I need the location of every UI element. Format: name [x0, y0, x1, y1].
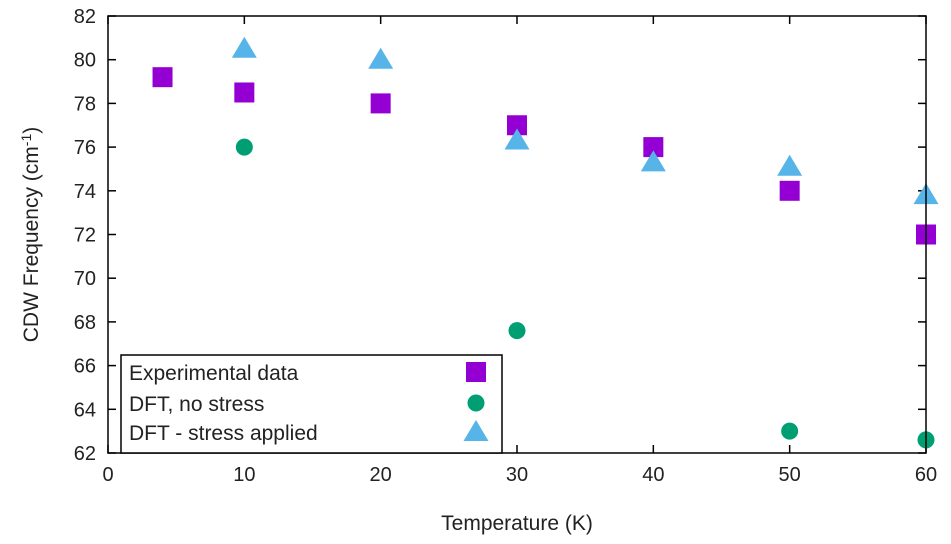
legend-item: DFT, no stress	[129, 393, 485, 416]
y-tick-label: 74	[74, 181, 96, 203]
series-circle-points	[235, 138, 935, 449]
legend-marker-square	[466, 362, 486, 382]
data-point-circle	[508, 322, 526, 340]
data-point-square	[643, 137, 664, 158]
y-axis-title: CDW Frequency (cm-1)	[18, 127, 43, 342]
legend: Experimental data DFT, no stress DFT - str…	[120, 354, 503, 454]
data-point-circle	[235, 138, 253, 156]
x-axis-title: Temperature (K)	[441, 512, 593, 535]
data-point-square	[152, 67, 173, 88]
x-tick-label: 0	[102, 464, 113, 486]
y-tick-label: 80	[74, 50, 96, 72]
y-tick-label: 82	[74, 6, 96, 28]
y-axis-title-superscript: -1	[18, 134, 34, 147]
x-axis-ticks: 0 10 20 30 40 50 60	[102, 16, 937, 486]
legend-marker-circle	[467, 394, 485, 412]
x-tick-label: 40	[642, 464, 664, 486]
plot-area-frame	[107, 15, 927, 454]
y-tick-label: 72	[74, 225, 96, 247]
x-tick-label: 20	[370, 464, 392, 486]
legend-box	[120, 354, 503, 454]
x-tick-label: 60	[915, 464, 937, 486]
y-tick-label: 66	[74, 356, 96, 378]
legend-label: DFT - stress applied	[129, 422, 318, 445]
y-tick-label: 62	[74, 443, 96, 465]
series-square-points	[152, 67, 936, 245]
data-point-triangle	[640, 150, 666, 172]
y-tick-label: 68	[74, 312, 96, 334]
data-point-triangle	[368, 47, 394, 69]
series-triangle-points	[231, 36, 939, 205]
legend-label: Experimental data	[129, 362, 299, 385]
y-axis-ticks: 62 64 66 68 70 72 74 76 78 80 82	[74, 6, 926, 465]
data-point-square	[370, 93, 391, 114]
y-tick-label: 78	[74, 93, 96, 115]
data-point-circle	[781, 422, 799, 440]
y-axis-title-close: )	[20, 127, 43, 134]
data-point-triangle	[777, 154, 803, 176]
data-point-triangle	[231, 36, 257, 58]
data-point-triangle	[504, 128, 530, 150]
legend-item: DFT - stress applied	[129, 420, 489, 445]
data-point-square	[507, 115, 527, 136]
data-point-square	[234, 82, 255, 103]
y-tick-label: 70	[74, 268, 96, 290]
y-tick-label: 76	[74, 137, 96, 159]
legend-label: DFT, no stress	[129, 393, 264, 416]
y-axis-title-main: CDW Frequency (cm	[20, 146, 43, 342]
x-tick-label: 10	[233, 464, 255, 486]
data-point-square	[779, 180, 800, 201]
legend-marker-triangle	[463, 420, 489, 441]
x-tick-label: 50	[779, 464, 801, 486]
x-tick-label: 30	[506, 464, 528, 486]
y-tick-label: 64	[74, 399, 96, 421]
data-points	[152, 36, 939, 449]
legend-item: Experimental data	[129, 362, 486, 385]
